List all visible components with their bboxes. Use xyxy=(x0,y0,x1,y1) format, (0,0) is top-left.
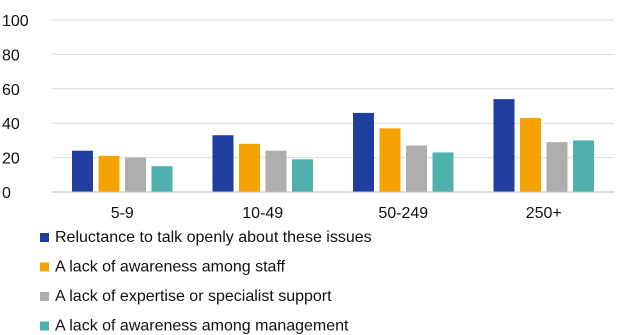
bar-10-49-series-3 xyxy=(265,150,287,192)
x-axis-categories: 5-9 10-49 50-249 250+ xyxy=(52,191,614,222)
y-tick-label: 20 xyxy=(2,151,20,168)
y-tick-label: 40 xyxy=(2,116,20,133)
y-tick-label: 60 xyxy=(2,82,20,99)
bar-50-249-series-3 xyxy=(406,145,427,192)
x-category-label: 10-49 xyxy=(242,205,283,222)
bar-250+-series-2 xyxy=(520,118,541,192)
legend-swatch xyxy=(40,292,49,301)
x-category-label: 250+ xyxy=(526,205,562,222)
bars xyxy=(72,99,594,192)
y-axis-ticks: 0 20 40 60 80 100 xyxy=(2,13,29,202)
y-tick-label: 80 xyxy=(2,47,20,64)
y-tick-label: 0 xyxy=(2,185,11,202)
y-tick-label: 100 xyxy=(2,13,29,30)
bar-250+-series-1 xyxy=(493,99,515,192)
legend-swatch xyxy=(40,233,49,242)
legend-label: A lack of expertise or specialist suppor… xyxy=(55,288,332,305)
bar-10-49-series-4 xyxy=(292,159,313,192)
bar-5-9-series-3 xyxy=(125,157,146,192)
legend: Reluctance to talk openly about these is… xyxy=(40,229,372,335)
x-category-label: 50-249 xyxy=(378,205,428,222)
x-category-label: 5-9 xyxy=(111,205,134,222)
bar-250+-series-4 xyxy=(573,140,594,192)
bar-50-249-series-4 xyxy=(432,152,454,192)
legend-label: Reluctance to talk openly about these is… xyxy=(55,229,372,246)
legend-swatch xyxy=(40,262,49,272)
bar-250+-series-3 xyxy=(546,142,568,192)
bar-50-249-series-2 xyxy=(379,128,401,192)
bar-10-49-series-2 xyxy=(239,143,260,192)
legend-label: A lack of awareness among management xyxy=(55,318,349,335)
bar-5-9-series-2 xyxy=(98,155,120,192)
legend-item: Reluctance to talk openly about these is… xyxy=(40,229,372,246)
legend-label: A lack of awareness among staff xyxy=(55,259,286,276)
legend-item: A lack of expertise or specialist suppor… xyxy=(40,288,332,305)
legend-item: A lack of awareness among staff xyxy=(40,259,286,276)
bar-5-9-series-1 xyxy=(72,150,93,192)
legend-swatch xyxy=(40,321,49,331)
legend-item: A lack of awareness among management xyxy=(40,318,349,335)
bar-10-49-series-1 xyxy=(212,135,234,192)
bar-5-9-series-4 xyxy=(151,166,173,192)
bar-50-249-series-1 xyxy=(353,112,374,192)
